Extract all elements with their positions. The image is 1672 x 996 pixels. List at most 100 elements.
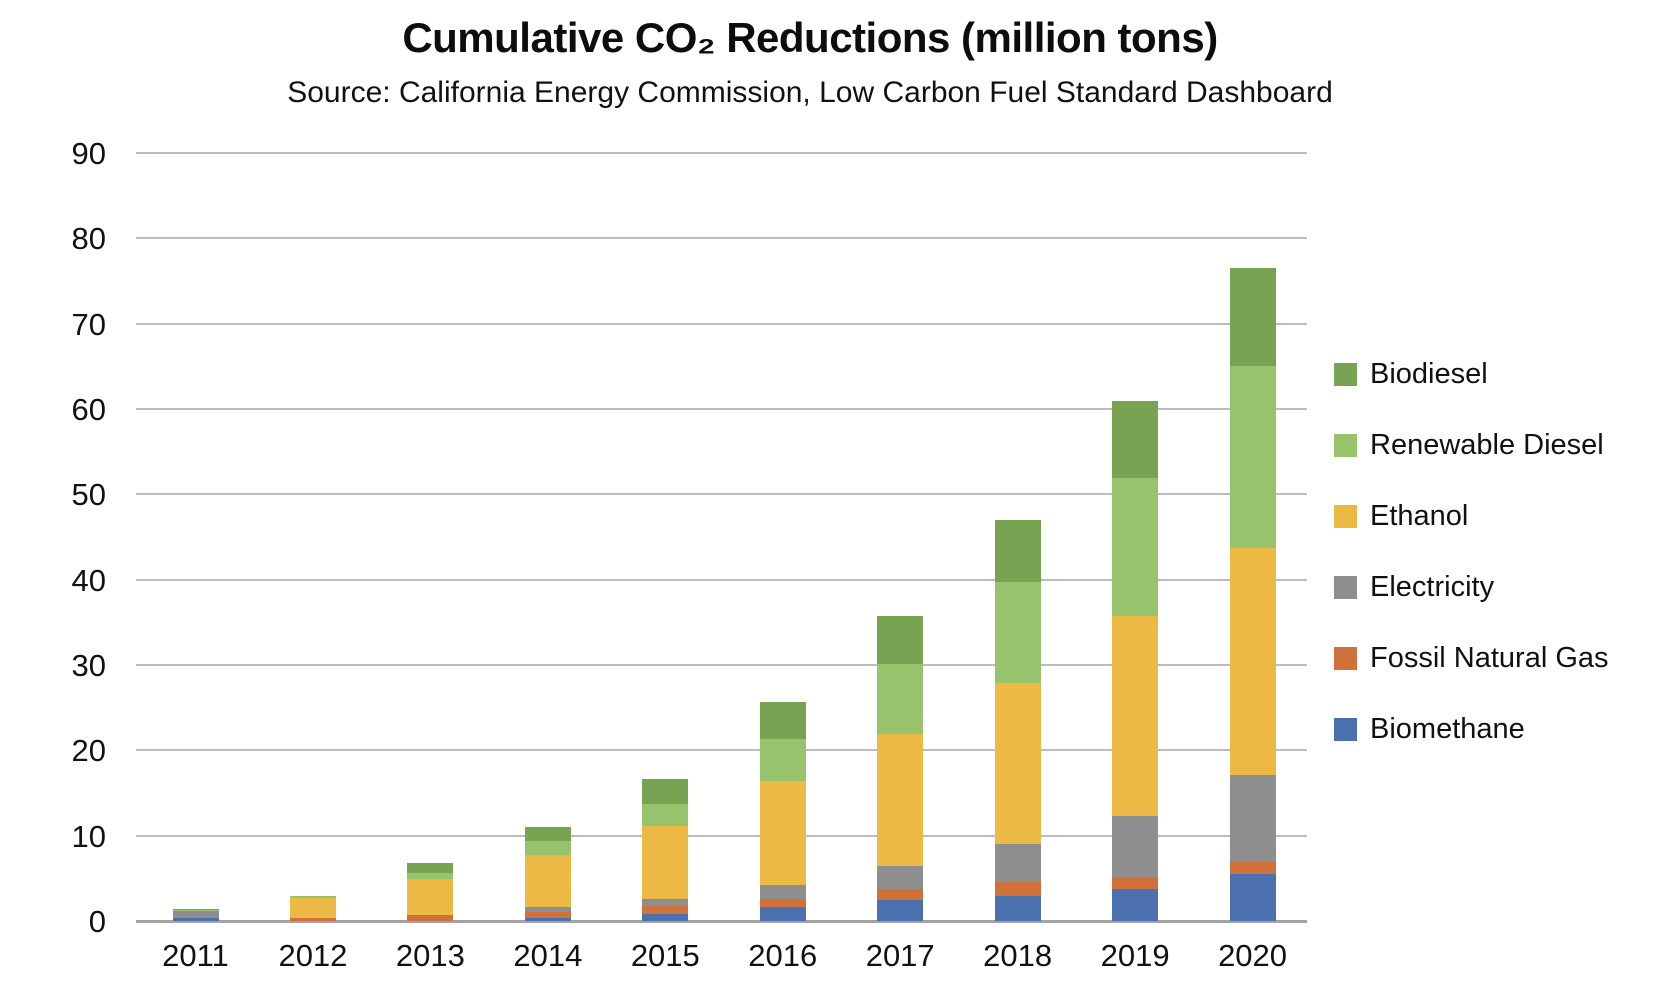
bar-segment-biodiesel	[172, 909, 219, 910]
legend-swatch-fossil-natural-gas	[1334, 647, 1357, 670]
gridline-40	[136, 578, 1307, 581]
bar-segment-fossil-natural-gas	[524, 911, 571, 919]
bar-2020	[1229, 268, 1276, 921]
y-tick-label-90: 90	[71, 136, 106, 171]
bar-2011	[172, 909, 219, 921]
bar-segment-biodiesel	[407, 862, 454, 874]
bar-segment-electricity	[759, 885, 806, 899]
y-tick-label-40: 40	[71, 562, 106, 598]
bar-segment-biomethane	[994, 896, 1041, 921]
x-tick-label-2020: 2020	[1218, 938, 1288, 973]
legend-label-electricity: Electricity	[1370, 571, 1495, 603]
bar-segment-biomethane	[172, 918, 219, 921]
x-tick-label-2016: 2016	[748, 938, 818, 973]
bar-segment-renewable-diesel	[172, 909, 219, 911]
x-tick-label-2011: 2011	[162, 938, 229, 973]
x-tick-label-2017: 2017	[865, 938, 935, 973]
bar-segment-renewable-diesel	[289, 896, 336, 898]
y-tick-label-60: 60	[71, 392, 106, 427]
bar-segment-renewable-diesel	[759, 739, 806, 782]
bar-segment-renewable-diesel	[994, 582, 1041, 683]
bar-segment-biomethane	[1112, 888, 1159, 921]
legend-item-biomethane: Biomethane	[1334, 713, 1609, 746]
gridline-70	[136, 322, 1307, 325]
bar-2017	[877, 615, 924, 921]
gridline-80	[136, 237, 1307, 240]
legend-item-electricity: Electricity	[1334, 571, 1609, 604]
legend-item-ethanol: Ethanol	[1334, 500, 1609, 533]
y-tick-label-70: 70	[71, 306, 106, 342]
bar-segment-ethanol	[524, 855, 571, 907]
bar-segment-ethanol	[642, 826, 689, 899]
bar-segment-biodiesel	[524, 827, 571, 841]
bar-segment-biomethane	[877, 899, 924, 921]
bar-2013	[407, 862, 454, 921]
gridline-90	[136, 152, 1307, 154]
y-tick-label-0: 0	[88, 904, 106, 939]
legend-label-biomethane: Biomethane	[1370, 713, 1525, 745]
bar-2019	[1112, 400, 1159, 921]
bar-2012	[289, 896, 336, 921]
bar-segment-renewable-diesel	[524, 840, 571, 856]
bar-segment-fossil-natural-gas	[759, 898, 806, 908]
bar-segment-fossil-natural-gas	[877, 889, 924, 900]
x-tick-label-2013: 2013	[395, 938, 465, 973]
bar-segment-fossil-natural-gas	[1112, 876, 1159, 889]
legend-swatch-electricity	[1334, 576, 1357, 599]
legend-swatch-biodiesel	[1334, 363, 1357, 386]
y-tick-label-80: 80	[71, 221, 106, 257]
bar-segment-renewable-diesel	[407, 873, 454, 880]
bar-segment-fossil-natural-gas	[289, 917, 336, 921]
bar-segment-electricity	[524, 906, 571, 912]
bar-segment-ethanol	[994, 682, 1041, 845]
bar-segment-ethanol	[877, 734, 924, 866]
legend-swatch-biomethane	[1334, 718, 1357, 741]
legend-label-renewable-diesel: Renewable Diesel	[1370, 429, 1604, 461]
y-tick-label-50: 50	[71, 477, 106, 513]
legend-item-fossil-natural-gas: Fossil Natural Gas	[1334, 642, 1609, 675]
gridline-60	[136, 408, 1307, 410]
legend-label-ethanol: Ethanol	[1370, 500, 1469, 532]
gridline-10	[136, 834, 1307, 837]
legend-label-biodiesel: Biodiesel	[1370, 358, 1488, 390]
bar-segment-electricity	[172, 910, 219, 919]
bar-segment-biodiesel	[994, 519, 1041, 583]
bar-2015	[642, 779, 689, 921]
bar-2018	[994, 519, 1041, 921]
legend-item-biodiesel: Biodiesel	[1334, 358, 1609, 391]
bar-segment-electricity	[642, 898, 689, 906]
bar-segment-renewable-diesel	[1112, 478, 1159, 617]
legend-label-fossil-natural-gas: Fossil Natural Gas	[1370, 642, 1609, 674]
bar-segment-electricity	[1112, 816, 1159, 877]
bar-segment-ethanol	[1229, 548, 1276, 776]
bar-segment-ethanol	[407, 879, 454, 916]
gridline-30	[136, 664, 1307, 666]
bar-segment-electricity	[1229, 775, 1276, 863]
bar-2014	[524, 827, 571, 921]
x-tick-label-2015: 2015	[630, 938, 700, 973]
x-tick-label-2014: 2014	[513, 938, 583, 973]
x-tick-label-2012: 2012	[278, 938, 348, 973]
bar-segment-ethanol	[1112, 616, 1159, 817]
bar-segment-biodiesel	[1229, 268, 1276, 366]
bar-segment-renewable-diesel	[877, 664, 924, 735]
bar-segment-biodiesel	[877, 615, 924, 665]
bar-segment-biomethane	[524, 918, 571, 921]
legend-item-renewable-diesel: Renewable Diesel	[1334, 429, 1609, 462]
bar-segment-biomethane	[759, 907, 806, 921]
y-tick-label-10: 10	[71, 818, 106, 854]
x-tick-label-2018: 2018	[983, 938, 1053, 973]
bar-segment-biomethane	[1229, 874, 1276, 921]
bar-segment-electricity	[877, 865, 924, 890]
legend: Biodiesel Renewable Diesel Ethanol Electric…	[1334, 358, 1609, 784]
y-tick-label-30: 30	[71, 648, 106, 683]
bar-segment-biodiesel	[759, 701, 806, 740]
bar-segment-fossil-natural-gas	[1229, 862, 1276, 875]
bar-segment-electricity	[994, 844, 1041, 882]
y-tick-label-20: 20	[71, 733, 106, 769]
bar-segment-biomethane	[642, 914, 689, 921]
gridline-50	[136, 493, 1307, 496]
chart-subtitle: Source: California Energy Commission, Lo…	[287, 76, 1333, 109]
